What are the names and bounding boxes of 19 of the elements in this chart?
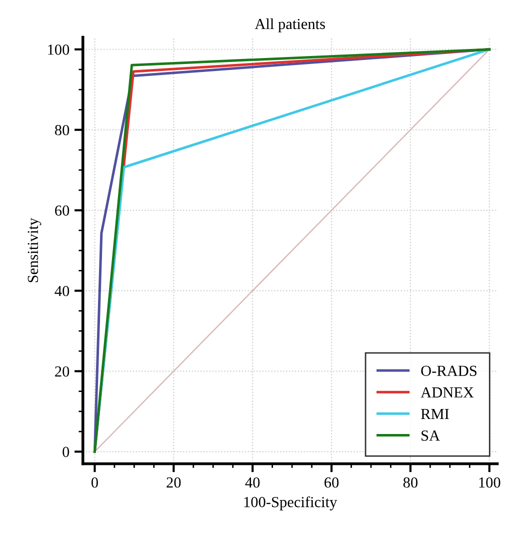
chart-title: All patients: [254, 18, 325, 32]
x-tick-label: 100: [479, 477, 500, 488]
legend-label: O-RADS: [421, 366, 476, 376]
y-tick-label: 20: [55, 366, 70, 377]
x-tick-label: 20: [166, 477, 181, 488]
x-tick-label: 0: [91, 477, 98, 488]
y-tick-label: 0: [62, 446, 70, 458]
x-axis-title: 100-Specificity: [244, 496, 338, 510]
legend-label: SA: [422, 430, 440, 441]
y-axis-title: Sensitivity: [28, 218, 42, 282]
x-tick-label: 80: [403, 477, 418, 488]
legend-label: ADNEX: [420, 387, 474, 398]
legend-label: RMI: [420, 409, 449, 420]
y-tick-label: 60: [55, 205, 70, 216]
x-tick-label: 60: [324, 477, 339, 488]
y-tick-label: 40: [54, 286, 70, 296]
x-tick-label: 40: [245, 477, 260, 488]
y-tick-label: 100: [48, 44, 70, 55]
y-tick-label: 80: [54, 124, 70, 136]
